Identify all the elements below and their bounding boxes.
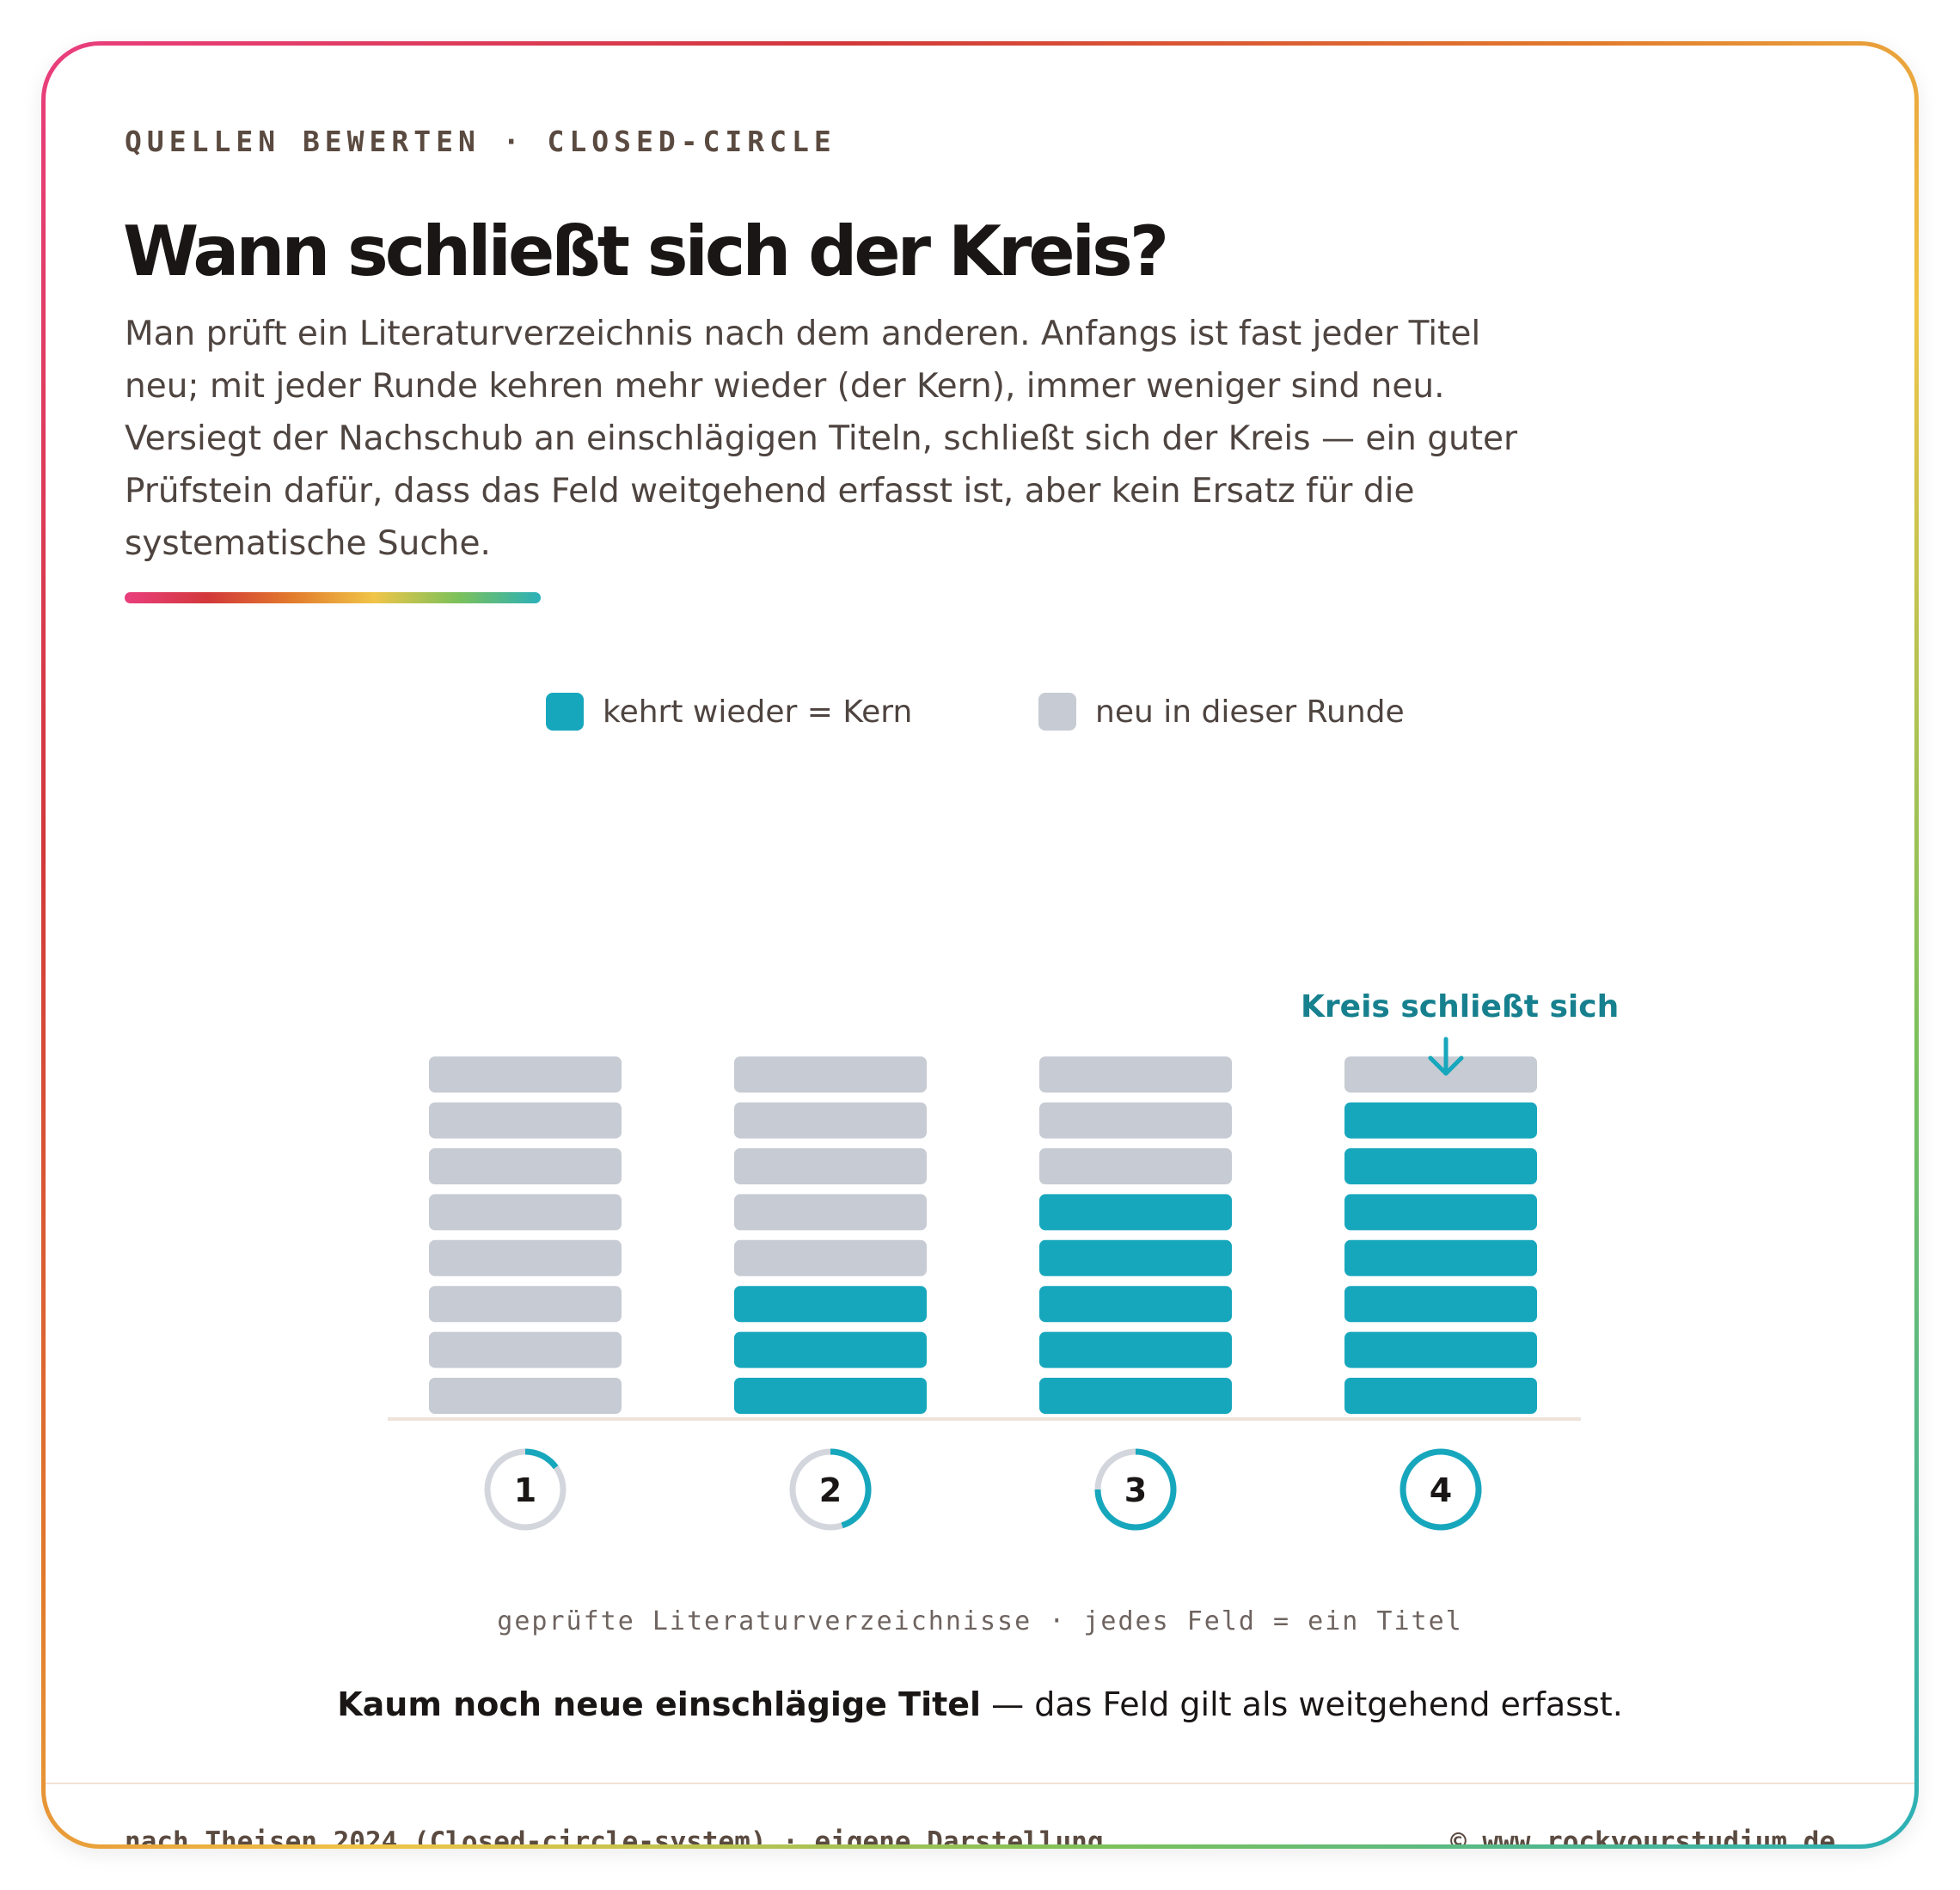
new-title-block-round-1-6 [429, 1148, 622, 1184]
core-title-block-round-4-3 [1344, 1286, 1537, 1323]
core-title-block-round-4-4 [1344, 1239, 1537, 1276]
lead-text: Man prüft ein Literaturverzeichnis nach … [125, 315, 1518, 563]
new-title-block-round-1-2 [429, 1331, 622, 1368]
annotation-circle-closes: Kreis schließt sich [1301, 989, 1620, 1025]
new-title-block-round-4-8 [1344, 1056, 1537, 1093]
new-title-block-round-3-6 [1039, 1148, 1232, 1184]
stacked-bar-chart: 1 2 3 4 [388, 1056, 1581, 1531]
new-title-block-round-2-4 [734, 1239, 927, 1276]
core-title-block-round-3-3 [1039, 1286, 1232, 1323]
footer-divider [46, 1783, 1914, 1784]
core-title-block-round-3-4 [1039, 1239, 1232, 1276]
legend-label-core: kehrt wieder = Kern [603, 694, 913, 730]
arrow-down-icon [1428, 1037, 1464, 1076]
legend-core: kehrt wieder = Kern [546, 690, 912, 733]
conclusion: Kaum noch neue einschlägige Titel — das … [46, 1685, 1914, 1723]
round-label-3: 3 [1124, 1471, 1147, 1509]
new-title-block-round-2-7 [734, 1102, 927, 1139]
new-title-block-round-1-7 [429, 1102, 622, 1139]
core-title-block-round-2-1 [734, 1378, 927, 1414]
new-title-block-round-3-8 [1039, 1056, 1232, 1093]
new-title-block-round-2-5 [734, 1194, 927, 1231]
footer-source: nach Theisen 2024 (Closed-circle-system)… [125, 1826, 1104, 1844]
round-label-2: 2 [819, 1471, 842, 1509]
new-title-block-round-3-7 [1039, 1102, 1232, 1139]
kicker: QUELLEN BEWERTEN · CLOSED-CIRCLE [125, 125, 836, 158]
legend-swatch-core [546, 693, 584, 731]
infographic-card: QUELLEN BEWERTEN · CLOSED-CIRCLE Wann sc… [46, 46, 1914, 1844]
legend-label-new: neu in dieser Runde [1095, 694, 1405, 730]
core-title-block-round-4-6 [1344, 1148, 1537, 1184]
new-title-block-round-1-5 [429, 1194, 622, 1231]
new-title-block-round-2-8 [734, 1056, 927, 1093]
gradient-divider [125, 592, 541, 603]
new-title-block-round-1-3 [429, 1286, 622, 1323]
round-label-1: 1 [514, 1471, 536, 1509]
conclusion-bold: Kaum noch neue einschlägige Titel [337, 1685, 982, 1723]
progress-ring-2 [830, 1448, 872, 1529]
core-title-block-round-4-5 [1344, 1194, 1537, 1231]
core-title-block-round-2-3 [734, 1286, 927, 1323]
progress-ring-4 [1400, 1448, 1482, 1531]
core-title-block-round-2-2 [734, 1331, 927, 1368]
new-title-block-round-1-4 [429, 1239, 622, 1276]
conclusion-rest: — das Feld gilt als weitgehend erfasst. [981, 1685, 1623, 1723]
new-title-block-round-1-1 [429, 1378, 622, 1414]
card-frame: QUELLEN BEWERTEN · CLOSED-CIRCLE Wann sc… [41, 41, 1919, 1849]
core-title-block-round-4-7 [1344, 1102, 1537, 1139]
new-title-block-round-1-8 [429, 1056, 622, 1093]
core-title-block-round-3-5 [1039, 1194, 1232, 1231]
round-label-4: 4 [1430, 1471, 1452, 1509]
core-title-block-round-4-1 [1344, 1378, 1537, 1414]
core-title-block-round-3-1 [1039, 1378, 1232, 1414]
page-title: Wann schließt sich der Kreis? [123, 211, 1169, 291]
legend-new: neu in dieser Runde [1038, 690, 1405, 733]
progress-ring-1 [524, 1448, 559, 1470]
core-title-block-round-4-2 [1344, 1331, 1537, 1368]
core-title-block-round-3-2 [1039, 1331, 1232, 1368]
progress-ring-3 [1094, 1448, 1177, 1531]
axis-caption: geprüfte Literaturverzeichnisse · jedes … [497, 1606, 1463, 1636]
legend-swatch-new [1038, 693, 1076, 731]
new-title-block-round-2-6 [734, 1148, 927, 1184]
footer-copyright: © www.rockyourstudium.de [1450, 1826, 1835, 1844]
